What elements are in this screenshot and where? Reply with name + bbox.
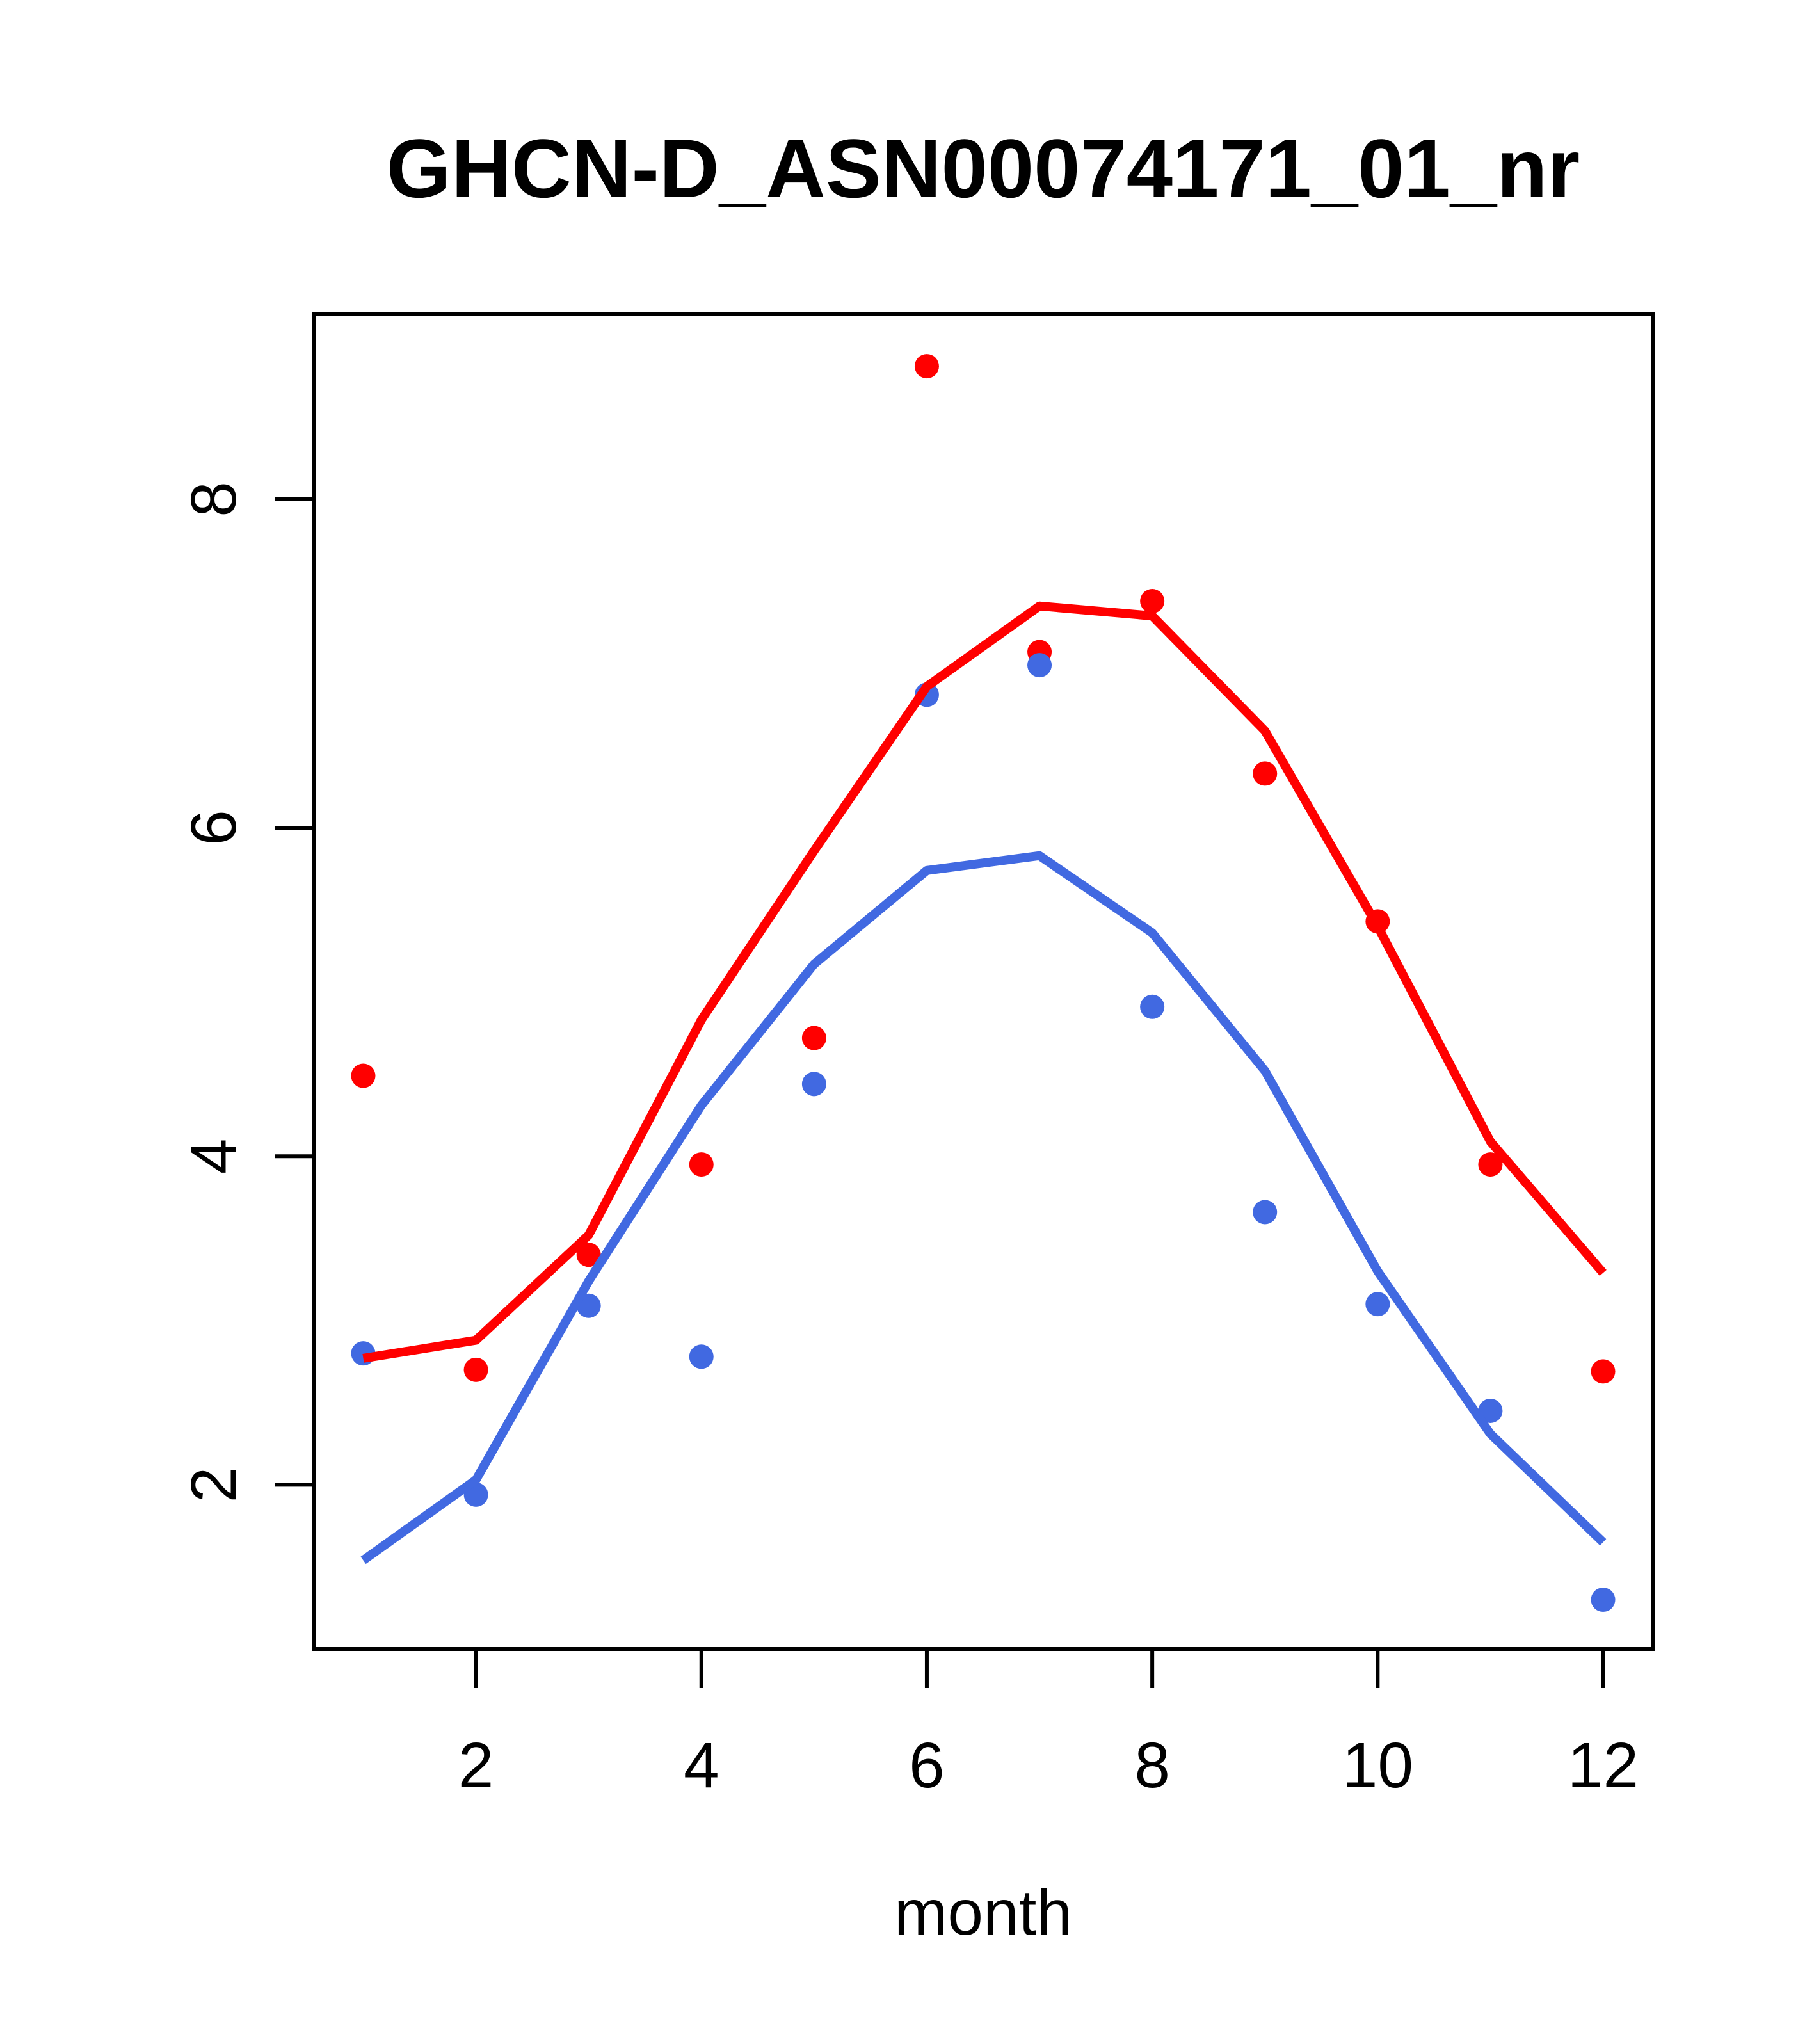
chart-title: GHCN-D_ASN00074171_01_nr [387, 122, 1580, 215]
x-axis-ticks: 2 4 6 8 10 12 [458, 1649, 1639, 1801]
series-red-smooth-line [362, 601, 1607, 1363]
x-tick-label: 12 [1568, 1730, 1639, 1801]
data-point-red-points-m12 [1591, 1359, 1616, 1384]
data-point-blue-points-m7 [1027, 653, 1052, 678]
x-tick-label: 2 [458, 1730, 494, 1801]
data-point-red-points-m1 [351, 1063, 376, 1088]
y-tick-label: 6 [178, 810, 250, 846]
data-point-red-points-m3 [576, 1243, 601, 1267]
data-point-red-points-m11 [1478, 1152, 1503, 1177]
y-tick-label: 8 [178, 481, 250, 517]
data-point-blue-points-m5 [801, 1072, 826, 1097]
x-tick-label: 10 [1342, 1730, 1413, 1801]
data-point-blue-points-m4 [689, 1344, 714, 1369]
y-axis-ticks: 2 4 6 8 [178, 481, 314, 1502]
plot-box [312, 312, 1655, 1651]
data-point-red-points-m8 [1140, 589, 1165, 614]
series-blue-smooth-line [360, 851, 1607, 1565]
data-point-blue-points-m12 [1591, 1588, 1616, 1613]
data-point-blue-points-m8 [1140, 994, 1165, 1019]
series-blue-points [351, 653, 1616, 1613]
x-tick-label: 6 [909, 1730, 945, 1801]
data-point-blue-points-m10 [1365, 1292, 1390, 1317]
y-tick-label: 4 [178, 1138, 250, 1174]
data-series-layer [351, 354, 1616, 1613]
series-red-points [351, 354, 1616, 1384]
data-point-red-points-m5 [801, 1026, 826, 1050]
data-point-red-points-m9 [1253, 761, 1278, 786]
data-point-red-points-m2 [463, 1357, 488, 1382]
x-tick-label: 4 [684, 1730, 719, 1801]
data-point-red-points-m4 [689, 1152, 714, 1177]
x-tick-label: 8 [1134, 1730, 1170, 1801]
y-tick-label: 2 [178, 1467, 250, 1503]
plot-area [312, 312, 1655, 1651]
data-point-red-points-m6 [914, 354, 939, 379]
x-axis-label: month [894, 1877, 1072, 1949]
data-point-blue-points-m11 [1478, 1398, 1503, 1423]
data-point-blue-points-m9 [1253, 1200, 1278, 1225]
